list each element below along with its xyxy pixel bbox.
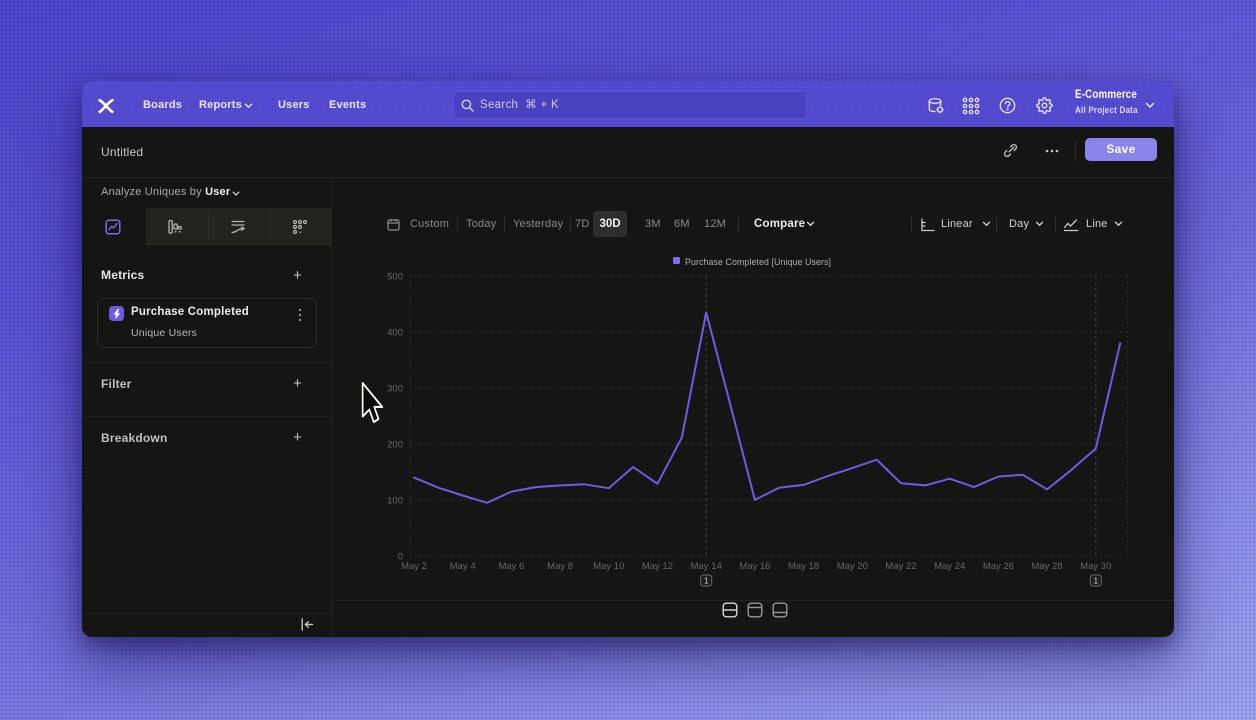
svg-text:400: 400 <box>387 328 403 339</box>
svg-text:May 26: May 26 <box>983 561 1014 572</box>
svg-text:May 28: May 28 <box>1032 561 1063 572</box>
svg-text:May 4: May 4 <box>450 561 476 572</box>
svg-text:May 10: May 10 <box>593 561 624 572</box>
svg-text:May 30: May 30 <box>1080 561 1111 572</box>
svg-text:May 20: May 20 <box>837 561 868 572</box>
svg-text:Purchase Completed [Unique Use: Purchase Completed [Unique Users] <box>685 257 831 267</box>
svg-text:May 16: May 16 <box>739 561 770 572</box>
svg-text:May 18: May 18 <box>788 561 819 572</box>
svg-text:1: 1 <box>704 577 709 586</box>
svg-text:May 14: May 14 <box>691 561 722 572</box>
svg-text:300: 300 <box>387 384 403 395</box>
svg-text:May 8: May 8 <box>547 561 573 572</box>
svg-text:May 12: May 12 <box>642 561 673 572</box>
svg-text:May 24: May 24 <box>934 561 965 572</box>
svg-text:500: 500 <box>387 272 403 283</box>
svg-text:May 22: May 22 <box>885 561 916 572</box>
svg-text:200: 200 <box>387 440 403 451</box>
svg-text:0: 0 <box>398 552 403 563</box>
svg-text:May 2: May 2 <box>401 561 427 572</box>
svg-text:May 6: May 6 <box>498 561 524 572</box>
svg-text:100: 100 <box>387 496 403 507</box>
svg-text:1: 1 <box>1094 577 1099 586</box>
